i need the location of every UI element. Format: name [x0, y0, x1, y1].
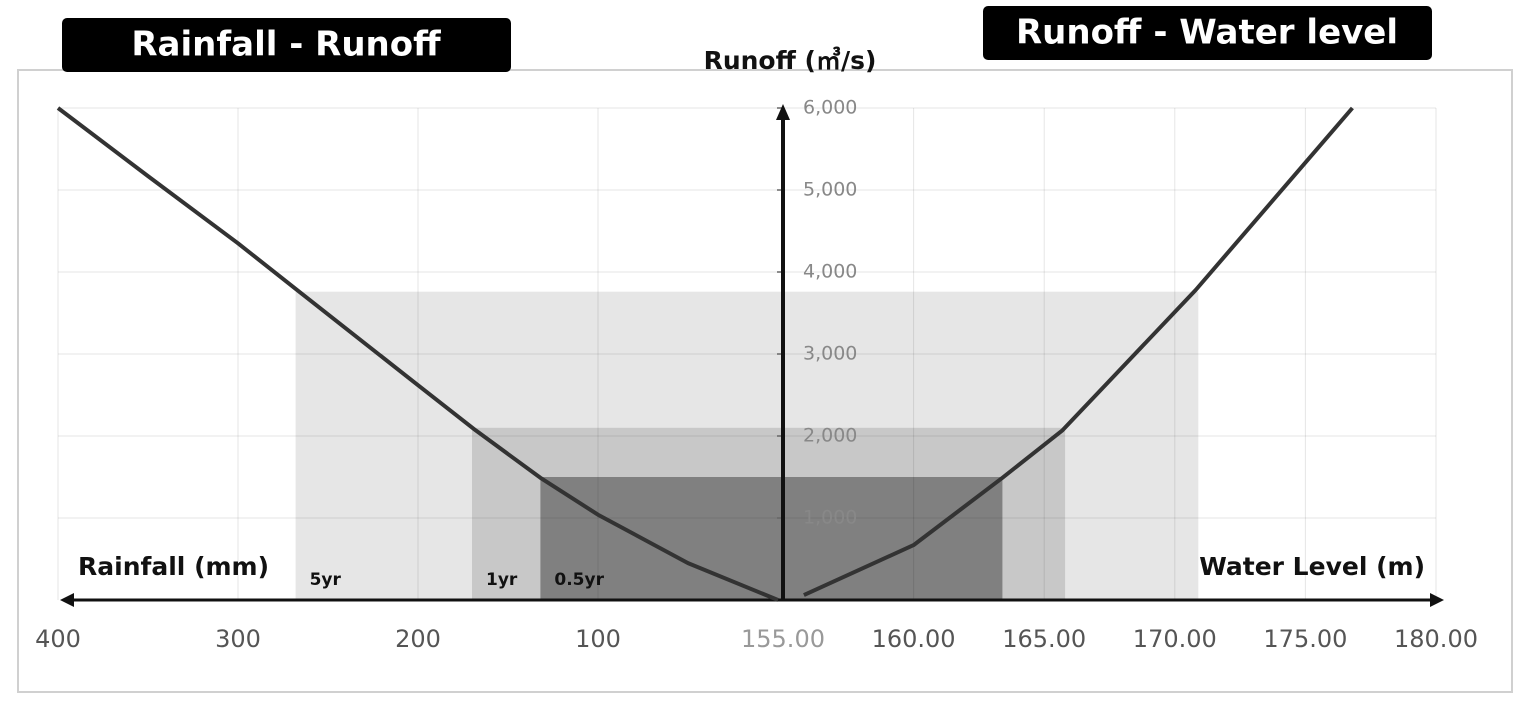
x-tick-label: 165.00	[1002, 625, 1086, 653]
return-period-band	[540, 477, 783, 600]
arrow-head	[776, 104, 790, 120]
y-tick-label: 6,000	[803, 97, 857, 119]
x-tick-label: 400	[35, 625, 81, 653]
x-axis-label: Rainfall (mm)	[78, 552, 269, 581]
plot: 5yr 1yr 0.5yr 400 300 200 100 1,000 2,000 3,000 4,…	[35, 97, 1478, 654]
curve	[56, 106, 779, 602]
title-box	[983, 6, 1432, 60]
x-tick-label: 170.00	[1133, 625, 1217, 653]
y-tick-label: 4,000	[803, 261, 857, 283]
x-tick-label: 300	[215, 625, 261, 653]
x-tick-label: 160.00	[872, 625, 956, 653]
y-axis-label: Runoff (㎥/s)	[704, 46, 877, 75]
arrow-head	[1430, 593, 1444, 607]
y-tick-label: 3,000	[803, 343, 857, 365]
curve	[803, 106, 1354, 597]
y-tick-label: 1,000	[803, 507, 857, 529]
band-label: 1yr	[486, 570, 518, 590]
y-tick-label: 5,000	[803, 179, 857, 201]
y-tick-label: 2,000	[803, 425, 857, 447]
x-tick-label: 180.00	[1394, 625, 1478, 653]
x-tick-label: 155.00	[741, 625, 825, 653]
x-axis-label: Water Level (m)	[1199, 552, 1425, 581]
chart-title: Rainfall - Runoff	[131, 25, 441, 65]
x-tick-label: 100	[575, 625, 621, 653]
return-period-band	[783, 477, 1003, 600]
band-label: 0.5yr	[554, 570, 604, 590]
x-tick-label: 200	[395, 625, 441, 653]
band-label: 5yr	[310, 570, 342, 590]
arrow-head	[60, 593, 74, 607]
chart-title: Runoff - Water level	[1016, 13, 1398, 53]
x-tick-label: 175.00	[1263, 625, 1347, 653]
title-box	[62, 18, 511, 72]
